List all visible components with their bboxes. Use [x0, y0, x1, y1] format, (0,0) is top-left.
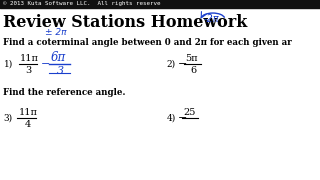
Text: 3): 3) — [4, 113, 13, 122]
Text: 3: 3 — [26, 66, 32, 75]
Text: 11π: 11π — [20, 54, 39, 63]
Text: 6: 6 — [190, 66, 196, 75]
Text: Find the reference angle.: Find the reference angle. — [3, 88, 126, 97]
Text: −: − — [178, 113, 187, 123]
Text: 6π: 6π — [51, 51, 66, 64]
Text: 11π: 11π — [19, 108, 37, 117]
Text: © 2013 Kuta Software LLC.  All rights reserve: © 2013 Kuta Software LLC. All rights res… — [3, 1, 160, 6]
Text: 25: 25 — [183, 108, 196, 117]
Text: 2): 2) — [166, 59, 176, 68]
Text: 4): 4) — [166, 113, 176, 122]
Text: 4: 4 — [24, 120, 31, 129]
Text: 3: 3 — [57, 66, 64, 76]
Text: 5π: 5π — [185, 54, 197, 63]
Text: Review Stations Homework: Review Stations Homework — [3, 14, 247, 31]
Text: Find a coterminal angle between 0 and 2π for each given ar: Find a coterminal angle between 0 and 2π… — [3, 38, 292, 47]
Text: 1): 1) — [4, 59, 13, 68]
Text: −: − — [178, 59, 187, 69]
Text: −: − — [41, 59, 50, 69]
Text: ± 2π: ± 2π — [45, 28, 66, 37]
Text: -2π: -2π — [203, 14, 219, 24]
